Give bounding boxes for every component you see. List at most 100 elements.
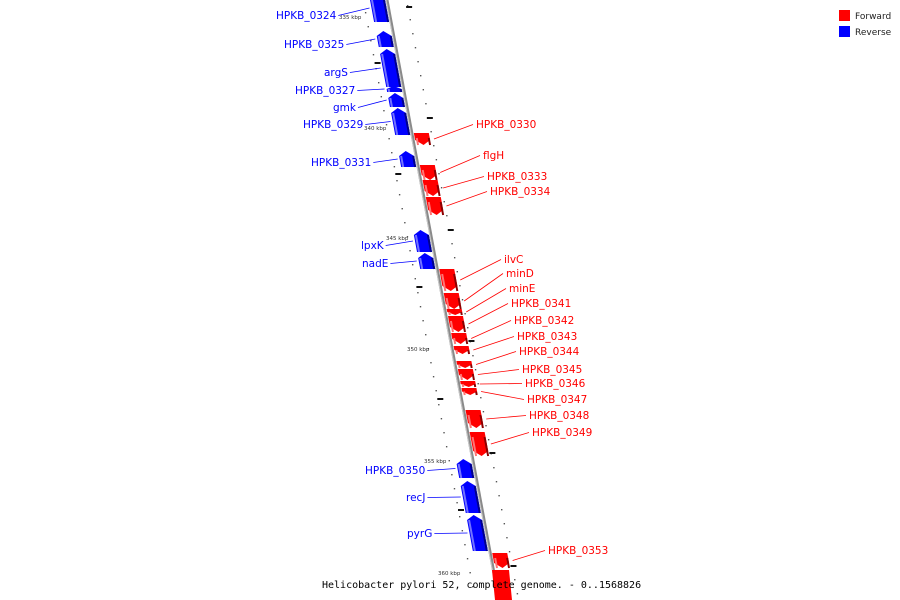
gene-label: HPKB_0346 xyxy=(525,378,586,390)
gene-HPKB_0334 xyxy=(425,197,445,216)
scale-label: 340 kbp xyxy=(364,126,387,132)
minor-tick xyxy=(480,397,482,399)
gene-highlight xyxy=(453,337,457,345)
major-tick xyxy=(374,62,381,64)
gene-leader-line xyxy=(473,336,515,351)
gene-label: minD xyxy=(506,268,534,280)
minor-tick xyxy=(508,551,511,553)
gene-highlight xyxy=(458,364,461,369)
gene-HPKB_0325 xyxy=(376,31,394,48)
minor-tick xyxy=(425,103,427,105)
scale-labels: 335 kbp 340 kbp 345 kbp 350 kbp 355 kbp 360 k… xyxy=(339,15,461,577)
gene-partial xyxy=(492,570,512,600)
minor-tick xyxy=(493,467,495,469)
gene-minD xyxy=(443,293,462,310)
minor-tick xyxy=(419,306,422,308)
minor-tick xyxy=(453,257,456,259)
minor-tick xyxy=(472,586,474,588)
gene-highlight xyxy=(457,463,463,479)
minor-tick xyxy=(383,110,385,112)
gene-lpxK xyxy=(413,230,433,253)
major-tick xyxy=(468,340,475,342)
gene-highlight xyxy=(427,201,433,216)
minor-tick xyxy=(474,369,477,371)
minor-tick xyxy=(370,40,372,42)
gene-leader-line xyxy=(357,99,387,108)
gene-highlight xyxy=(449,320,454,333)
gene-leader-line xyxy=(481,391,525,400)
scale-label: 350 kbp xyxy=(407,347,430,353)
gene-leader-line xyxy=(385,240,414,246)
gene-pyrG xyxy=(467,515,488,552)
gene-highlight xyxy=(421,169,426,181)
minor-tick xyxy=(459,285,461,287)
gene-highlight xyxy=(467,414,472,429)
gene-highlight xyxy=(392,112,399,136)
minor-tick xyxy=(409,250,411,252)
gene-HPKB_0353 xyxy=(492,553,511,569)
genome-axis xyxy=(385,0,501,600)
gene-shadow xyxy=(457,297,462,310)
gene-highlight xyxy=(389,97,393,108)
minor-tick xyxy=(396,180,398,182)
minor-tick xyxy=(487,439,490,441)
gene-label: HPKB_0341 xyxy=(511,298,571,310)
gene-leader-line xyxy=(468,303,509,325)
gene-highlight xyxy=(463,391,466,396)
gene-shadow xyxy=(475,391,478,396)
gene-label: ilvC xyxy=(504,254,523,266)
minor-tick xyxy=(461,530,464,532)
gene-flgH xyxy=(419,165,438,181)
gene-label: HPKB_0325 xyxy=(284,39,344,51)
major-tick xyxy=(426,117,433,119)
gene-body xyxy=(461,388,478,395)
gene-leader-line xyxy=(446,191,488,207)
gene-highlight xyxy=(370,0,378,23)
major-tick xyxy=(510,565,517,567)
minor-tick xyxy=(378,82,380,84)
gene-label: HPKB_0349 xyxy=(532,427,592,439)
gene-label: flgH xyxy=(483,150,504,162)
minor-tick xyxy=(453,488,456,490)
gene-label: HPKB_0342 xyxy=(514,315,574,327)
gene-HPKB_0347 xyxy=(461,388,478,396)
gene-shadow xyxy=(436,184,441,197)
gene-shadow xyxy=(480,519,488,552)
gene-nadE xyxy=(418,253,436,270)
minor-tick xyxy=(412,33,414,35)
minor-tick xyxy=(503,523,506,525)
minor-tick xyxy=(385,124,388,126)
gene-leader-line xyxy=(427,496,461,498)
gene-leader-line xyxy=(512,550,546,561)
minor-tick xyxy=(501,509,503,511)
gene-label: HPKB_0334 xyxy=(490,186,551,198)
minor-tick xyxy=(435,390,437,392)
minor-tick xyxy=(406,236,409,238)
gene-highlight xyxy=(381,53,390,88)
minor-tick xyxy=(420,75,422,77)
gene-body xyxy=(460,381,476,387)
gene-shadow xyxy=(465,337,469,345)
major-tick xyxy=(406,6,413,8)
gene-shadow xyxy=(439,201,445,216)
gene-shadow xyxy=(399,88,403,93)
gene-label: HPKB_0333 xyxy=(487,171,547,183)
gene-label: HPKB_0344 xyxy=(519,346,580,358)
gene-highlight xyxy=(471,436,478,457)
gene-gmk xyxy=(388,93,405,108)
gene-label: lpxK xyxy=(361,240,385,252)
gene-body xyxy=(456,361,473,368)
gene-leader-line xyxy=(357,88,385,91)
gene-shadow xyxy=(401,97,405,108)
minor-tick xyxy=(482,411,485,413)
major-tick xyxy=(416,286,423,288)
gene-shadow xyxy=(470,364,473,369)
minor-tick xyxy=(464,313,466,315)
minor-tick xyxy=(372,54,375,56)
gene-recJ xyxy=(460,481,481,514)
minor-tick xyxy=(435,159,438,161)
gene-shadow xyxy=(433,169,438,181)
minor-tick xyxy=(464,544,466,546)
gene-shadow xyxy=(427,137,432,146)
gene-leader-line xyxy=(490,432,530,445)
